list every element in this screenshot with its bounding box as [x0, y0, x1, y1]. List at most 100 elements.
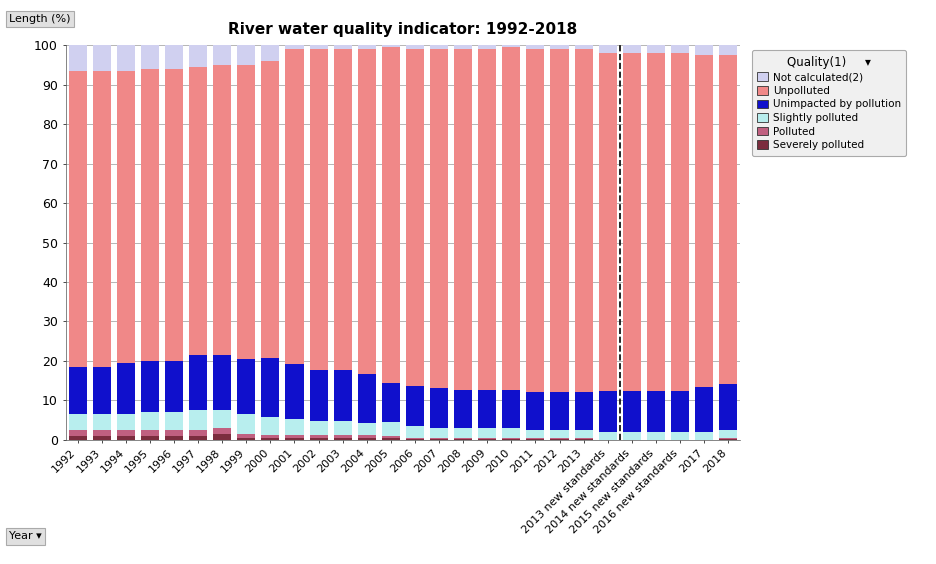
- Bar: [622, 45, 640, 53]
- Bar: [285, 438, 303, 440]
- Bar: [718, 439, 737, 440]
- Bar: [285, 49, 303, 364]
- Bar: [358, 373, 375, 423]
- Bar: [405, 438, 423, 439]
- Bar: [261, 417, 279, 435]
- Bar: [526, 430, 544, 438]
- Bar: [140, 45, 159, 69]
- Bar: [237, 65, 255, 359]
- Bar: [93, 430, 110, 436]
- Bar: [68, 45, 87, 70]
- Bar: [261, 435, 279, 438]
- Bar: [237, 359, 255, 414]
- Bar: [93, 367, 110, 414]
- Bar: [405, 49, 423, 386]
- Bar: [189, 436, 207, 440]
- Bar: [622, 53, 640, 390]
- Bar: [261, 358, 279, 417]
- Bar: [430, 428, 447, 438]
- Bar: [212, 428, 231, 434]
- Bar: [68, 430, 87, 436]
- Bar: [382, 382, 400, 422]
- Bar: [382, 47, 400, 382]
- Bar: [333, 438, 351, 440]
- Bar: [237, 434, 255, 438]
- Bar: [405, 386, 423, 426]
- Bar: [574, 392, 592, 430]
- Bar: [405, 439, 423, 440]
- Bar: [526, 438, 544, 439]
- Bar: [454, 49, 472, 390]
- Bar: [333, 49, 351, 369]
- Bar: [309, 438, 328, 440]
- Bar: [502, 439, 519, 440]
- Bar: [140, 361, 159, 412]
- Bar: [165, 45, 183, 69]
- Bar: [670, 45, 688, 53]
- Bar: [502, 438, 519, 439]
- Bar: [212, 65, 231, 355]
- Bar: [189, 430, 207, 436]
- Bar: [502, 390, 519, 428]
- Bar: [477, 49, 496, 390]
- Bar: [718, 55, 737, 384]
- Bar: [117, 45, 135, 70]
- Bar: [285, 364, 303, 419]
- Bar: [285, 435, 303, 438]
- Bar: [405, 45, 423, 49]
- Bar: [309, 369, 328, 421]
- Bar: [430, 438, 447, 439]
- Bar: [333, 421, 351, 435]
- Bar: [382, 438, 400, 440]
- Bar: [646, 432, 665, 440]
- Bar: [212, 434, 231, 440]
- Bar: [189, 411, 207, 430]
- Bar: [189, 45, 207, 67]
- Bar: [333, 435, 351, 438]
- Bar: [454, 45, 472, 49]
- Bar: [189, 355, 207, 411]
- Bar: [430, 49, 447, 388]
- Bar: [477, 438, 496, 439]
- Bar: [695, 387, 712, 432]
- Bar: [549, 49, 568, 392]
- Bar: [117, 430, 135, 436]
- Bar: [526, 392, 544, 430]
- Bar: [358, 435, 375, 438]
- Bar: [670, 432, 688, 440]
- Bar: [477, 428, 496, 438]
- Bar: [382, 436, 400, 438]
- Bar: [718, 438, 737, 439]
- Bar: [261, 45, 279, 61]
- Bar: [212, 355, 231, 411]
- Bar: [549, 45, 568, 49]
- Bar: [261, 438, 279, 440]
- Bar: [285, 419, 303, 435]
- Bar: [454, 438, 472, 439]
- Bar: [670, 390, 688, 432]
- Bar: [526, 49, 544, 392]
- Bar: [165, 436, 183, 440]
- Bar: [117, 436, 135, 440]
- Bar: [285, 45, 303, 49]
- Bar: [646, 53, 665, 390]
- Bar: [117, 70, 135, 363]
- Bar: [598, 53, 616, 390]
- Bar: [212, 411, 231, 428]
- Legend: Not calculated(2), Unpolluted, Unimpacted by pollution, Slightly polluted, Pollu: Not calculated(2), Unpolluted, Unimpacte…: [752, 50, 905, 156]
- Bar: [237, 45, 255, 65]
- Bar: [454, 439, 472, 440]
- Bar: [140, 430, 159, 436]
- Bar: [718, 45, 737, 55]
- Bar: [549, 439, 568, 440]
- Bar: [140, 436, 159, 440]
- Bar: [68, 414, 87, 430]
- Bar: [526, 439, 544, 440]
- Bar: [309, 49, 328, 369]
- Bar: [358, 49, 375, 373]
- Bar: [598, 45, 616, 53]
- Bar: [574, 439, 592, 440]
- Bar: [117, 414, 135, 430]
- Bar: [140, 412, 159, 430]
- Bar: [189, 67, 207, 355]
